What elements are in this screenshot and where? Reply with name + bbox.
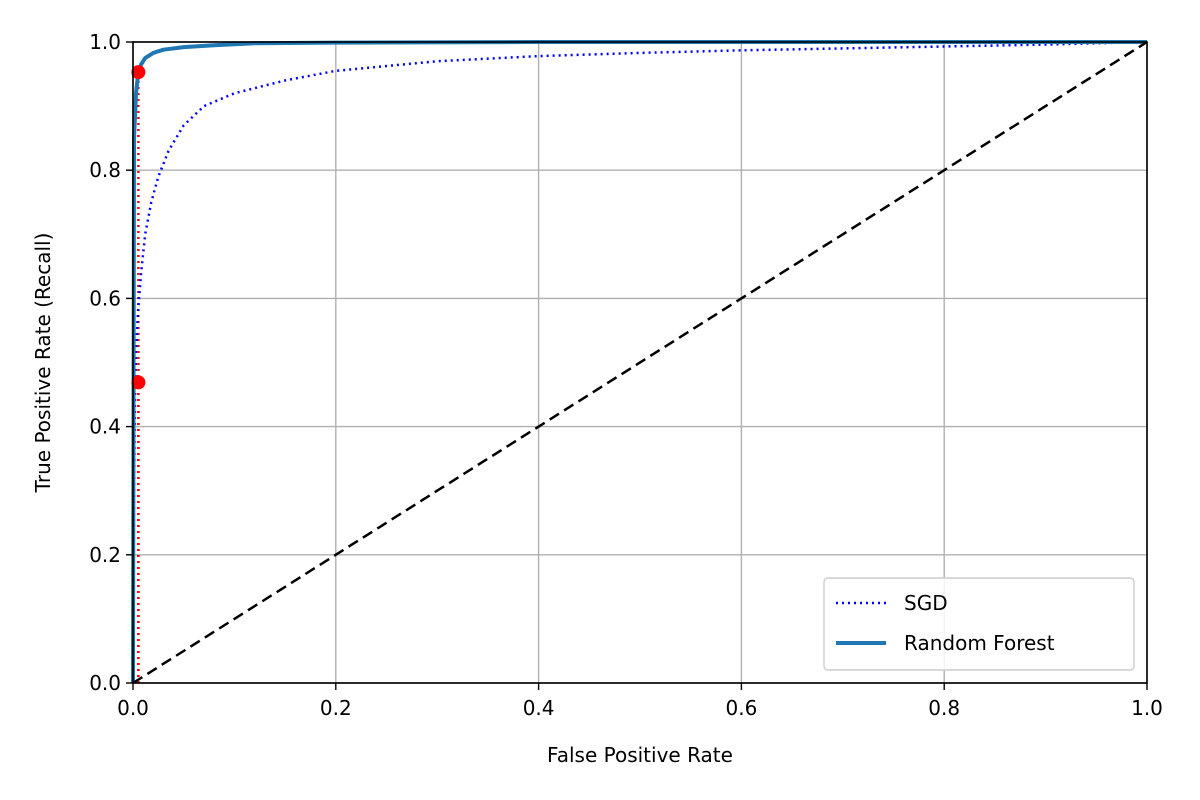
y-tick-label: 1.0 <box>89 30 121 54</box>
highlight-point <box>131 375 146 390</box>
y-tick-label: 0.2 <box>89 543 121 567</box>
highlight-points <box>131 65 146 390</box>
highlight-point <box>131 65 146 80</box>
legend-box <box>823 577 1135 671</box>
x-tick-label: 0.4 <box>523 696 555 720</box>
diagonal-reference-line <box>132 40 1148 685</box>
axis-ticks: 0.0 0.2 0.4 0.6 0.8 1.0 0.0 0.2 0.4 0.6 0.8 1.0 <box>89 30 1163 720</box>
legend-label: Random Forest <box>904 631 1055 655</box>
series-line-sgd <box>131 40 1148 684</box>
y-tick-label: 0.4 <box>89 415 121 439</box>
axes-frame <box>132 41 1148 684</box>
x-tick-label: 0.2 <box>320 696 352 720</box>
y-axis-label: True Positive Rate (Recall) <box>31 233 55 494</box>
x-tick-label: 0.8 <box>928 696 960 720</box>
y-tick-label: 0.8 <box>89 158 121 182</box>
x-axis-label: False Positive Rate <box>547 743 733 767</box>
x-tick-label: 1.0 <box>1131 696 1163 720</box>
x-tick-label: 0.6 <box>725 696 757 720</box>
legend: SGD Random Forest <box>823 577 1135 671</box>
legend-label: SGD <box>904 591 948 615</box>
y-tick-label: 0.0 <box>89 671 121 695</box>
y-tick-label: 0.6 <box>89 286 121 310</box>
x-tick-label: 0.0 <box>117 696 149 720</box>
